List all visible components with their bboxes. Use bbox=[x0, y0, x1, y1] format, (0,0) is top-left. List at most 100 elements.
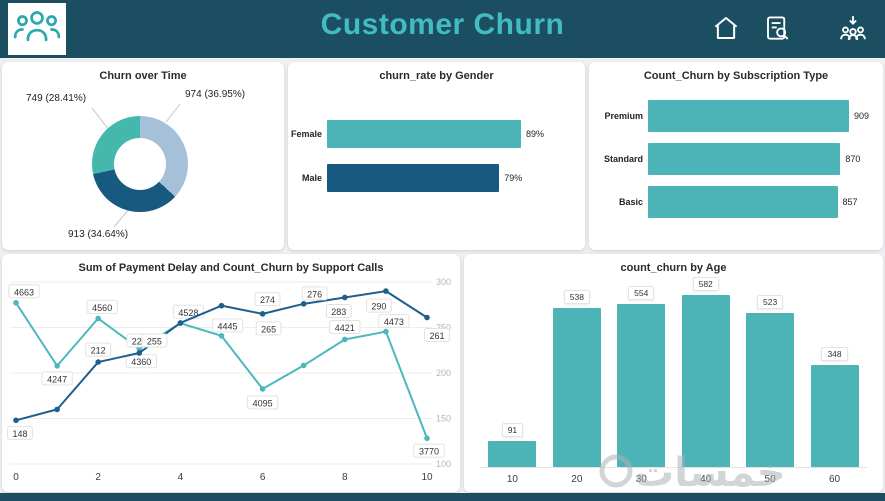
data-label-box bbox=[172, 304, 205, 319]
data-point[interactable] bbox=[424, 314, 430, 321]
x-axis-tick-label: 10 bbox=[421, 472, 433, 483]
data-point[interactable] bbox=[259, 311, 266, 317]
data-point[interactable] bbox=[54, 406, 60, 413]
bar-category-label: Male bbox=[301, 173, 322, 183]
bar-track: 79% bbox=[327, 164, 577, 192]
panel-churn-over-time: Churn over Time 974 (36.95%) 913 (34.64%)… bbox=[2, 62, 284, 250]
data-label: 4421 bbox=[335, 323, 355, 333]
bar[interactable] bbox=[617, 303, 666, 468]
data-point[interactable] bbox=[300, 301, 307, 307]
x-axis-tick-label: 0 bbox=[13, 472, 19, 483]
bar[interactable] bbox=[327, 164, 500, 192]
bar-row: Male 79% bbox=[290, 164, 577, 192]
data-label-box bbox=[254, 292, 281, 307]
chart-title: Sum of Payment Delay and Count_Churn by … bbox=[78, 262, 384, 274]
bar-category-label: Basic bbox=[618, 197, 643, 207]
bar-value-label: 857 bbox=[842, 197, 858, 207]
data-label-box bbox=[255, 321, 282, 336]
right-axis-tick-label: 300 bbox=[436, 277, 451, 287]
data-label: 265 bbox=[261, 324, 276, 334]
bar-row: Standard 870 bbox=[597, 143, 875, 175]
share-people-icon[interactable] bbox=[837, 13, 869, 43]
chart-title: Count_Churn by Subscription Type bbox=[643, 70, 829, 82]
data-point[interactable] bbox=[13, 299, 19, 306]
bar-value-label: 91 bbox=[501, 423, 524, 438]
right-axis-tick-label: 150 bbox=[436, 414, 451, 424]
data-point[interactable] bbox=[95, 359, 101, 365]
data-label-box bbox=[141, 333, 168, 348]
page-title: Customer Churn bbox=[320, 8, 565, 41]
bar[interactable] bbox=[327, 120, 522, 148]
data-label: 274 bbox=[260, 295, 275, 305]
bar[interactable] bbox=[648, 186, 838, 218]
data-point[interactable] bbox=[342, 336, 348, 343]
data-point[interactable] bbox=[218, 302, 225, 309]
chart-title: Churn over Time bbox=[99, 70, 187, 82]
age-column: 523 50 bbox=[738, 294, 802, 490]
bar[interactable] bbox=[552, 308, 601, 468]
data-label-box bbox=[86, 299, 118, 314]
donut-slice-label: 749 (28.41%) bbox=[26, 93, 87, 104]
data-label-box bbox=[7, 425, 33, 440]
data-point[interactable] bbox=[424, 435, 430, 442]
data-label: 148 bbox=[12, 429, 27, 439]
data-point[interactable] bbox=[177, 320, 184, 326]
x-axis-tick-label: 6 bbox=[260, 472, 266, 483]
right-axis-tick-label: 250 bbox=[436, 323, 451, 333]
data-point[interactable] bbox=[383, 288, 389, 294]
line-series-count-churn[interactable] bbox=[15, 290, 428, 422]
subscription-bar-chart: Premium 909 Standard 870 Basic 857 bbox=[589, 100, 883, 229]
bar-track: 870 bbox=[648, 143, 875, 175]
header: Customer Churn bbox=[0, 0, 885, 58]
data-label: 261 bbox=[429, 331, 444, 341]
bar[interactable] bbox=[648, 143, 841, 175]
bar-value-label: 870 bbox=[845, 154, 861, 164]
chart-title: churn_rate by Gender bbox=[379, 70, 494, 82]
bar[interactable] bbox=[746, 312, 795, 468]
data-label-box bbox=[424, 327, 450, 342]
age-bar-chart: 91 10 538 20 554 30 582 40 523 50 348 60 bbox=[480, 277, 867, 490]
x-axis-tick-label: 30 bbox=[635, 474, 647, 485]
data-label-box bbox=[41, 371, 73, 386]
bar-value-label: 554 bbox=[628, 285, 655, 300]
bar[interactable] bbox=[810, 364, 859, 468]
data-point[interactable] bbox=[54, 363, 60, 369]
bar[interactable] bbox=[488, 441, 537, 468]
report-search-icon[interactable] bbox=[763, 13, 793, 43]
data-label-box bbox=[378, 314, 410, 329]
bar-row: Premium 909 bbox=[597, 100, 875, 132]
bar-track: 89% bbox=[327, 120, 577, 148]
data-label: 255 bbox=[147, 336, 162, 346]
x-axis-tick-label: 20 bbox=[571, 474, 583, 485]
x-axis-tick-label: 50 bbox=[764, 474, 776, 485]
gender-bar-chart: Female 89% Male 79% bbox=[288, 120, 585, 208]
x-axis-tick-label: 8 bbox=[342, 472, 348, 483]
age-column: 582 40 bbox=[674, 277, 738, 490]
home-icon[interactable] bbox=[711, 13, 741, 43]
data-label: 212 bbox=[91, 346, 106, 356]
x-axis-tick-label: 2 bbox=[95, 472, 101, 483]
data-point[interactable] bbox=[136, 350, 143, 356]
data-point[interactable] bbox=[259, 386, 266, 392]
data-point[interactable] bbox=[383, 328, 389, 335]
bar-track: 857 bbox=[648, 186, 875, 218]
data-point[interactable] bbox=[218, 333, 225, 339]
data-point[interactable] bbox=[13, 417, 19, 424]
data-label-box bbox=[413, 443, 445, 458]
panel-count-churn-by-age: count_churn by Age 91 10 538 20 554 30 582 40 52… bbox=[464, 254, 883, 492]
data-label: 283 bbox=[331, 307, 346, 317]
bar[interactable] bbox=[648, 100, 849, 132]
support-calls-line-chart[interactable]: 300 250 200 150 100 0 2 4 6 8 10 4663 4247 4560 4360 45… bbox=[2, 274, 460, 490]
bar[interactable] bbox=[681, 295, 730, 468]
x-axis-tick-label: 10 bbox=[506, 474, 518, 485]
data-point[interactable] bbox=[300, 362, 307, 369]
bar-row: Basic 857 bbox=[597, 186, 875, 218]
bar-value-label: 79% bbox=[504, 173, 523, 183]
data-label: 3770 bbox=[419, 447, 439, 457]
footer-bar bbox=[0, 493, 885, 501]
data-label-box bbox=[301, 286, 328, 301]
data-point[interactable] bbox=[342, 294, 348, 301]
data-point[interactable] bbox=[95, 315, 101, 322]
donut-slice-label: 913 (34.64%) bbox=[68, 229, 129, 240]
donut-slice-label: 974 (36.95%) bbox=[185, 89, 246, 100]
